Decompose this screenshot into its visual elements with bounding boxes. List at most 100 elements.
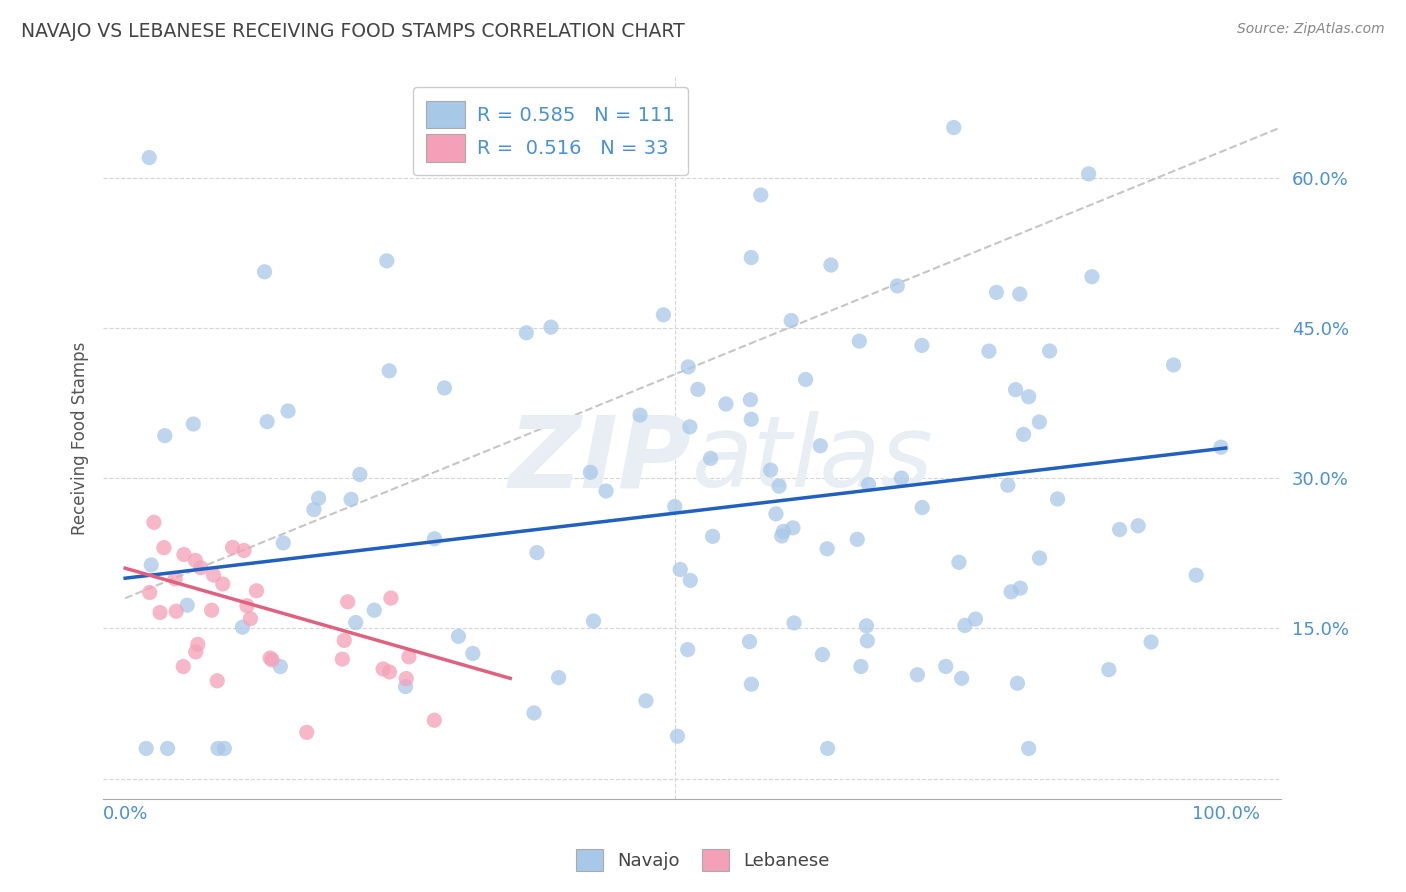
Point — [153, 428, 176, 442]
Point — [911, 500, 934, 515]
Point — [740, 251, 762, 265]
Legend: R = 0.585   N = 111, R =  0.516   N = 33: R = 0.585 N = 111, R = 0.516 N = 33 — [413, 87, 689, 175]
Point — [740, 412, 762, 426]
Point — [811, 648, 834, 662]
Point — [433, 381, 456, 395]
Point — [740, 392, 762, 407]
Point — [336, 595, 359, 609]
Point — [1209, 440, 1232, 454]
Point — [740, 677, 762, 691]
Point — [783, 615, 806, 630]
Point — [817, 741, 839, 756]
Point — [256, 415, 278, 429]
Point — [1163, 358, 1185, 372]
Point — [523, 706, 546, 720]
Point — [890, 471, 912, 485]
Point — [935, 659, 957, 673]
Text: atlas: atlas — [692, 411, 934, 508]
Point — [181, 417, 204, 431]
Point — [1081, 269, 1104, 284]
Point — [1000, 584, 1022, 599]
Point — [207, 673, 229, 688]
Point — [344, 615, 367, 630]
Point — [153, 541, 176, 555]
Text: Source: ZipAtlas.com: Source: ZipAtlas.com — [1237, 22, 1385, 37]
Point — [277, 404, 299, 418]
Text: NAVAJO VS LEBANESE RECEIVING FOOD STAMPS CORRELATION CHART: NAVAJO VS LEBANESE RECEIVING FOOD STAMPS… — [21, 22, 685, 41]
Point — [595, 483, 617, 498]
Point — [423, 532, 446, 546]
Point — [1128, 518, 1150, 533]
Point — [349, 467, 371, 482]
Point — [759, 463, 782, 477]
Point — [1098, 663, 1121, 677]
Point — [149, 606, 172, 620]
Point — [202, 568, 225, 582]
Point — [165, 572, 187, 586]
Point — [184, 645, 207, 659]
Point — [172, 659, 194, 673]
Point — [702, 529, 724, 543]
Point — [375, 253, 398, 268]
Point — [664, 500, 686, 514]
Point — [1140, 635, 1163, 649]
Point — [236, 599, 259, 613]
Point — [858, 477, 880, 491]
Point — [679, 419, 702, 434]
Point — [371, 662, 394, 676]
Point — [772, 524, 794, 539]
Point — [526, 545, 548, 559]
Point — [135, 741, 157, 756]
Point — [333, 633, 356, 648]
Point — [221, 541, 243, 555]
Point — [1010, 581, 1032, 595]
Point — [849, 659, 872, 673]
Point — [768, 479, 790, 493]
Point — [808, 439, 831, 453]
Point — [977, 344, 1000, 359]
Point — [953, 618, 976, 632]
Point — [699, 451, 721, 466]
Point — [138, 585, 160, 599]
Point — [271, 536, 294, 550]
Point — [856, 633, 879, 648]
Point — [259, 651, 281, 665]
Point — [782, 521, 804, 535]
Point — [1028, 415, 1050, 429]
Point — [1185, 568, 1208, 582]
Point — [679, 574, 702, 588]
Point — [207, 741, 229, 756]
Point — [262, 653, 284, 667]
Point — [173, 548, 195, 562]
Point — [295, 725, 318, 739]
Point — [652, 308, 675, 322]
Point — [540, 320, 562, 334]
Point — [214, 741, 236, 756]
Point — [380, 591, 402, 606]
Point — [547, 671, 569, 685]
Point — [1077, 167, 1099, 181]
Point — [142, 516, 165, 530]
Point — [997, 478, 1019, 492]
Text: ZIP: ZIP — [509, 411, 692, 508]
Point — [794, 372, 817, 386]
Point — [965, 612, 987, 626]
Point — [461, 647, 484, 661]
Point — [1012, 427, 1035, 442]
Point — [1028, 551, 1050, 566]
Point — [1004, 383, 1026, 397]
Point — [245, 583, 267, 598]
Point — [165, 604, 187, 618]
Point — [676, 642, 699, 657]
Point — [1108, 523, 1130, 537]
Point — [515, 326, 537, 340]
Point — [201, 603, 224, 617]
Point — [905, 667, 928, 681]
Point — [666, 729, 689, 743]
Point — [253, 265, 276, 279]
Point — [669, 563, 692, 577]
Point — [948, 555, 970, 569]
Point — [1007, 676, 1029, 690]
Point — [628, 408, 651, 422]
Point — [738, 634, 761, 648]
